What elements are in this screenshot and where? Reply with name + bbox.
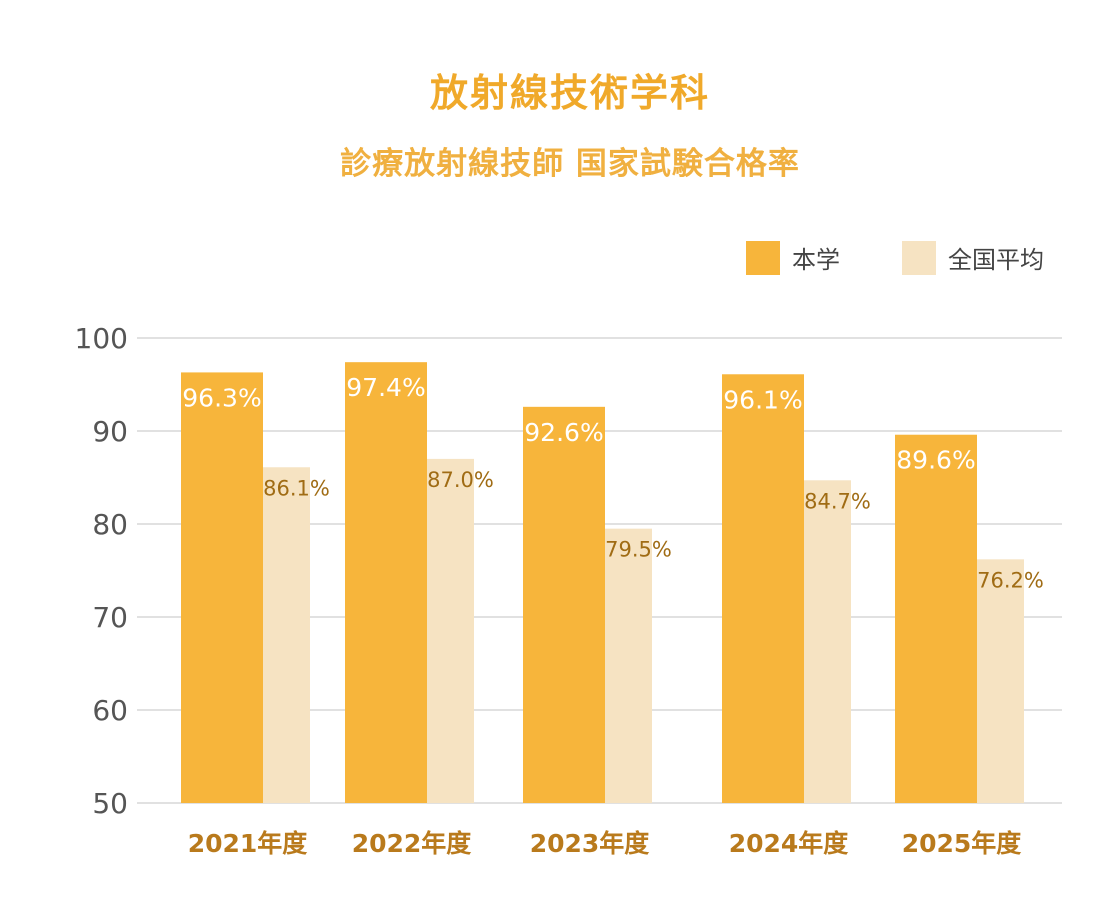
data-label-school: 96.1%	[723, 385, 802, 414]
bar-national	[605, 528, 652, 803]
legend-swatch-school	[746, 240, 780, 275]
x-tick-label: 2022年度	[352, 829, 472, 858]
data-label-national: 84.7%	[804, 489, 871, 513]
data-label-school: 97.4%	[346, 373, 425, 402]
bar-school	[345, 362, 427, 803]
bar-school	[523, 406, 605, 803]
bar-school	[181, 372, 263, 803]
legend-swatch-national	[902, 240, 936, 275]
y-tick-label: 50	[92, 787, 128, 820]
chart-title: 放射線技術学科	[429, 71, 710, 115]
bar-national	[427, 458, 474, 803]
bar-school	[722, 374, 804, 803]
y-tick-label: 80	[92, 508, 128, 541]
y-tick-label: 60	[92, 694, 128, 727]
legend-item-school: 本学	[746, 240, 840, 275]
legend-label-national: 全国平均	[948, 246, 1044, 274]
legend-item-national: 全国平均	[902, 240, 1044, 275]
data-label-national: 87.0%	[427, 468, 494, 492]
data-label-national: 76.2%	[977, 568, 1044, 592]
y-tick-label: 100	[75, 322, 128, 355]
bar-school	[895, 434, 977, 803]
x-tick-label: 2024年度	[729, 829, 849, 858]
x-tick-label: 2025年度	[902, 829, 1022, 858]
bar-national	[977, 559, 1024, 803]
bar-national	[263, 467, 310, 803]
y-tick-label: 70	[92, 601, 128, 634]
data-label-national: 79.5%	[605, 538, 672, 562]
x-tick-label: 2021年度	[188, 829, 308, 858]
data-label-national: 86.1%	[263, 476, 330, 500]
data-label-school: 92.6%	[524, 418, 603, 447]
x-tick-label: 2023年度	[530, 829, 650, 858]
chart-subtitle: 診療放射線技師 国家試験合格率	[340, 146, 800, 182]
data-label-school: 96.3%	[182, 383, 261, 412]
data-label-school: 89.6%	[896, 446, 975, 475]
y-tick-label: 90	[92, 415, 128, 448]
bar-national	[804, 480, 851, 803]
legend-label-school: 本学	[792, 246, 840, 274]
